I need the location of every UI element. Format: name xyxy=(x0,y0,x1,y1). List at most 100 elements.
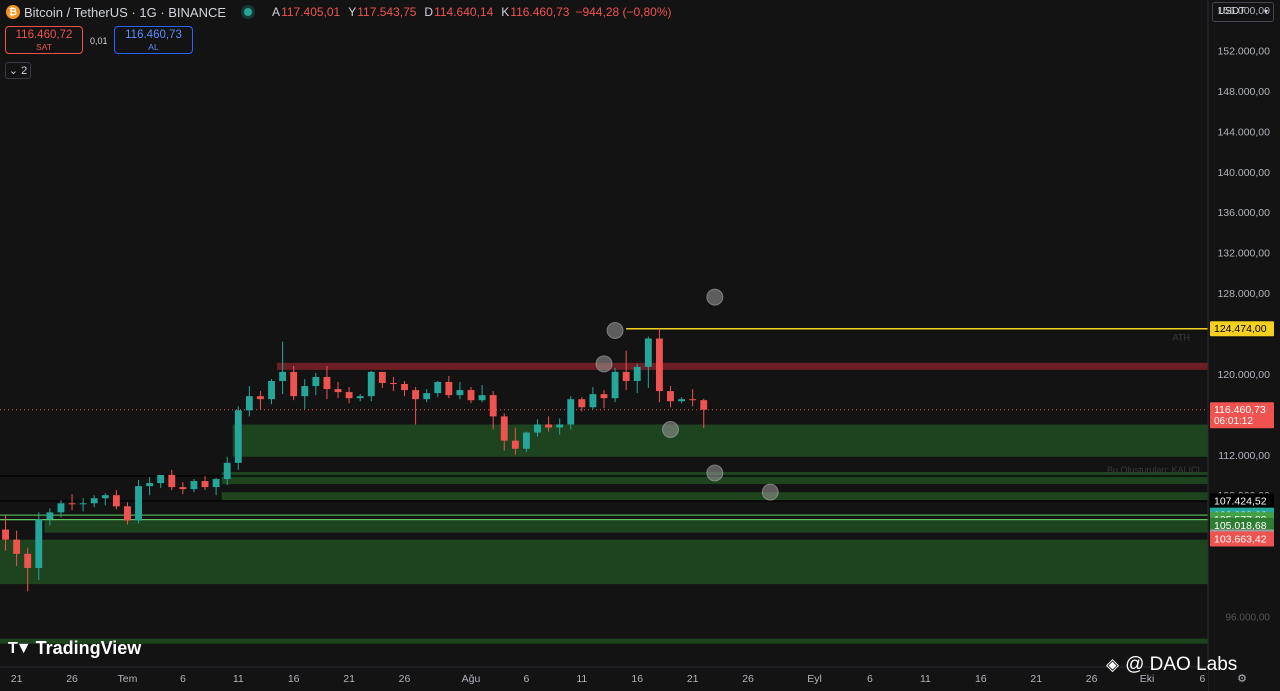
x-tick-label: 16 xyxy=(631,673,643,685)
level-note: Bu Oluşturulan: KALICI xyxy=(1107,465,1200,475)
price-label-box xyxy=(1210,493,1274,509)
tradingview-wordmark: TradingView xyxy=(35,638,142,658)
candle-body xyxy=(268,380,275,400)
projection-point xyxy=(661,421,679,439)
sell-button[interactable]: 116.460,72 SAT xyxy=(5,26,83,54)
tradingview-icon: T▼ xyxy=(8,639,32,657)
candle-body xyxy=(179,487,187,490)
x-tick-label: 6 xyxy=(867,673,873,685)
candle-body xyxy=(146,483,154,487)
candle-body xyxy=(201,481,209,488)
y-tick-label: 120.000,00 xyxy=(1217,369,1270,381)
candle-body xyxy=(234,410,242,463)
candle-body xyxy=(589,394,597,408)
price-label-box xyxy=(1210,402,1274,429)
candle-body xyxy=(644,338,652,367)
candle-body xyxy=(522,432,530,449)
candle-body xyxy=(90,498,98,504)
candle-body xyxy=(356,396,364,399)
candle-body xyxy=(112,495,120,507)
candle-body xyxy=(101,495,109,499)
candle-body xyxy=(301,386,309,397)
x-tick-label: 26 xyxy=(399,673,411,685)
candle-body xyxy=(35,519,43,568)
buy-button[interactable]: 116.460,73 AL xyxy=(114,26,193,54)
projection-point xyxy=(761,483,779,501)
candle-body xyxy=(412,390,420,400)
currency-label: USDT xyxy=(1218,6,1246,17)
x-tick-label: 16 xyxy=(975,673,987,685)
demand-zone-4 xyxy=(44,520,1208,533)
price-label: 105.018,68 xyxy=(1214,520,1267,532)
price-label-countdown: 06:01:12 xyxy=(1214,416,1253,427)
low-value: 114.640,14 xyxy=(434,5,494,19)
x-tick-label: 11 xyxy=(576,673,587,685)
price-label-box xyxy=(1210,321,1274,337)
candle-body xyxy=(257,396,264,400)
chevron-down-icon: ⌄ xyxy=(8,65,19,77)
bitcoin-logo-icon: ₿ xyxy=(6,5,20,19)
candle-body xyxy=(423,393,431,400)
candle-body xyxy=(478,395,486,401)
candle-body xyxy=(345,392,353,399)
candle-body xyxy=(57,503,65,513)
low-key: D xyxy=(424,5,434,19)
price-label: 116.460,73 xyxy=(1214,404,1266,416)
sell-label: SAT xyxy=(36,42,52,52)
y-tick-label: 156.000,00 xyxy=(1217,5,1270,17)
chevron-down-icon: ▾ xyxy=(1263,7,1268,16)
sell-price: 116.460,72 xyxy=(15,29,73,41)
candle-body xyxy=(611,371,619,399)
resistance-zone xyxy=(277,362,1208,370)
ath-label: ATH xyxy=(1173,333,1190,343)
x-tick-label: 11 xyxy=(920,673,931,685)
symbol-title[interactable]: Bitcoin / TetherUS · 1G · BINANCE xyxy=(24,4,227,20)
demand-zone-1 xyxy=(232,424,1208,457)
settings-gear-icon: ⚙ xyxy=(1237,673,1247,685)
candle-body xyxy=(212,479,220,488)
candle-body xyxy=(157,474,165,484)
price-axis-panel xyxy=(1208,0,1280,691)
open-value: 117.405,01 xyxy=(281,5,341,19)
candle-body xyxy=(223,462,231,480)
candle-body xyxy=(79,503,87,505)
candle-body xyxy=(534,424,541,433)
price-label: 124.474,00 xyxy=(1214,323,1267,335)
candle-body xyxy=(135,486,142,521)
market-status-icon xyxy=(244,8,253,16)
x-tick-label: 26 xyxy=(1086,673,1098,685)
y-tick-label: 148.000,00 xyxy=(1217,86,1270,98)
indicators-toggle-button[interactable]: ⌄ 2 xyxy=(5,62,31,79)
demand-zone-3 xyxy=(221,492,1209,501)
x-tick-label: 26 xyxy=(66,673,78,685)
candle-body xyxy=(700,400,708,410)
candle-body xyxy=(2,529,9,540)
candle-body xyxy=(567,399,575,425)
candle-body xyxy=(401,384,408,391)
x-tick-label: 6 xyxy=(180,673,186,685)
candle-body xyxy=(367,371,375,397)
candle-body xyxy=(456,390,464,396)
candle-body xyxy=(378,371,386,384)
candle-body xyxy=(500,416,508,441)
dao-labs-label: @ DAO Labs xyxy=(1125,654,1238,675)
symbol-header: ₿ Bitcoin / TetherUS · 1G · BINANCE A 117… xyxy=(6,4,672,20)
currency-selector[interactable]: USDT ▾ xyxy=(1212,2,1274,22)
high-key: Y xyxy=(348,5,357,19)
price-label: 103.663,42 xyxy=(1214,534,1267,546)
candle-body xyxy=(467,390,475,401)
candle-body xyxy=(633,366,641,381)
demand-zone-6 xyxy=(0,638,1208,644)
candle-body xyxy=(323,376,331,390)
x-tick-label: 21 xyxy=(343,673,355,685)
projection-point xyxy=(606,321,624,339)
y-tick-label: 128.000,00 xyxy=(1217,288,1270,300)
candle-body xyxy=(124,506,131,521)
x-tick-label: 16 xyxy=(288,673,300,685)
candle-body xyxy=(556,424,564,428)
candle-body xyxy=(190,481,198,490)
candle-body xyxy=(678,399,686,402)
candle-body xyxy=(389,383,397,385)
change-value: −944,28 (−0,80%) xyxy=(575,5,672,19)
